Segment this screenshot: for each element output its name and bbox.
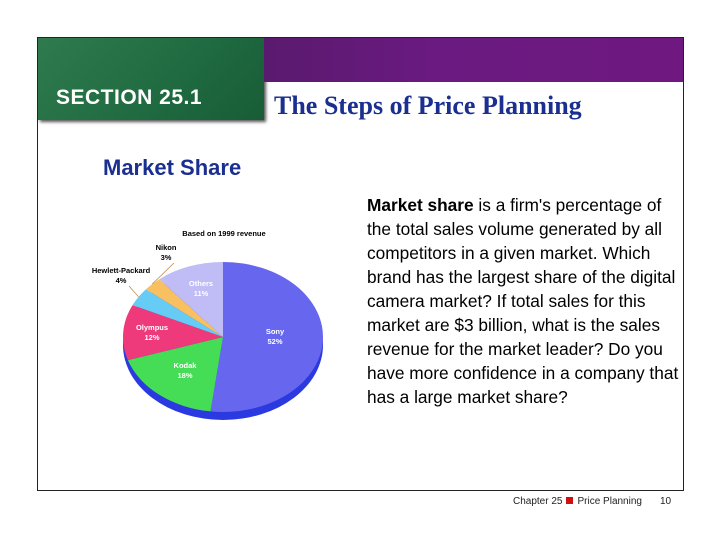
slice-value-label: 3% — [161, 253, 172, 262]
slice-label: Sony — [266, 327, 285, 336]
slice-value-label: 12% — [144, 333, 159, 342]
slice-value-label: 4% — [116, 276, 127, 285]
slide-title: The Steps of Price Planning — [274, 91, 582, 120]
slice-label: Olympus — [136, 323, 168, 332]
slice-label: Hewlett-Packard — [92, 266, 151, 275]
footer-topic: Price Planning — [577, 496, 642, 507]
bullet-square-icon — [566, 497, 574, 504]
slice-label: Nikon — [156, 243, 177, 252]
slice-value-label: 11% — [194, 289, 209, 298]
page-number: 10 — [660, 496, 672, 507]
pie-slice-nikon — [145, 279, 223, 337]
slide-frame — [37, 37, 684, 491]
pie-slice-hewlett-packard — [132, 289, 223, 337]
pie-slice-kodak — [127, 337, 223, 412]
footer-chapter: Chapter 25 — [513, 496, 563, 507]
footer: Chapter 25 Price Planning — [513, 496, 642, 507]
pie-slice-sony — [210, 262, 323, 412]
body-text: Market share is a firm's percentage of t… — [367, 193, 679, 409]
section-banner — [38, 38, 264, 120]
slice-label: Others — [189, 279, 213, 288]
header-bar — [264, 38, 683, 82]
subheading: Market Share — [103, 155, 242, 180]
leader-line — [152, 262, 175, 285]
pie-slice-olympus — [123, 305, 223, 361]
section-label: SECTION 25.1 — [56, 86, 203, 109]
body-description: is a firm's percentage of the total sale… — [367, 195, 679, 407]
key-term: Market share — [367, 195, 474, 215]
pie-slice-others — [159, 262, 223, 337]
chart-title: Based on 1999 revenue — [182, 229, 265, 238]
slice-value-label: 52% — [267, 337, 282, 346]
leader-line — [128, 285, 139, 298]
slice-label: Kodak — [174, 361, 198, 370]
slice-value-label: 18% — [177, 371, 192, 380]
